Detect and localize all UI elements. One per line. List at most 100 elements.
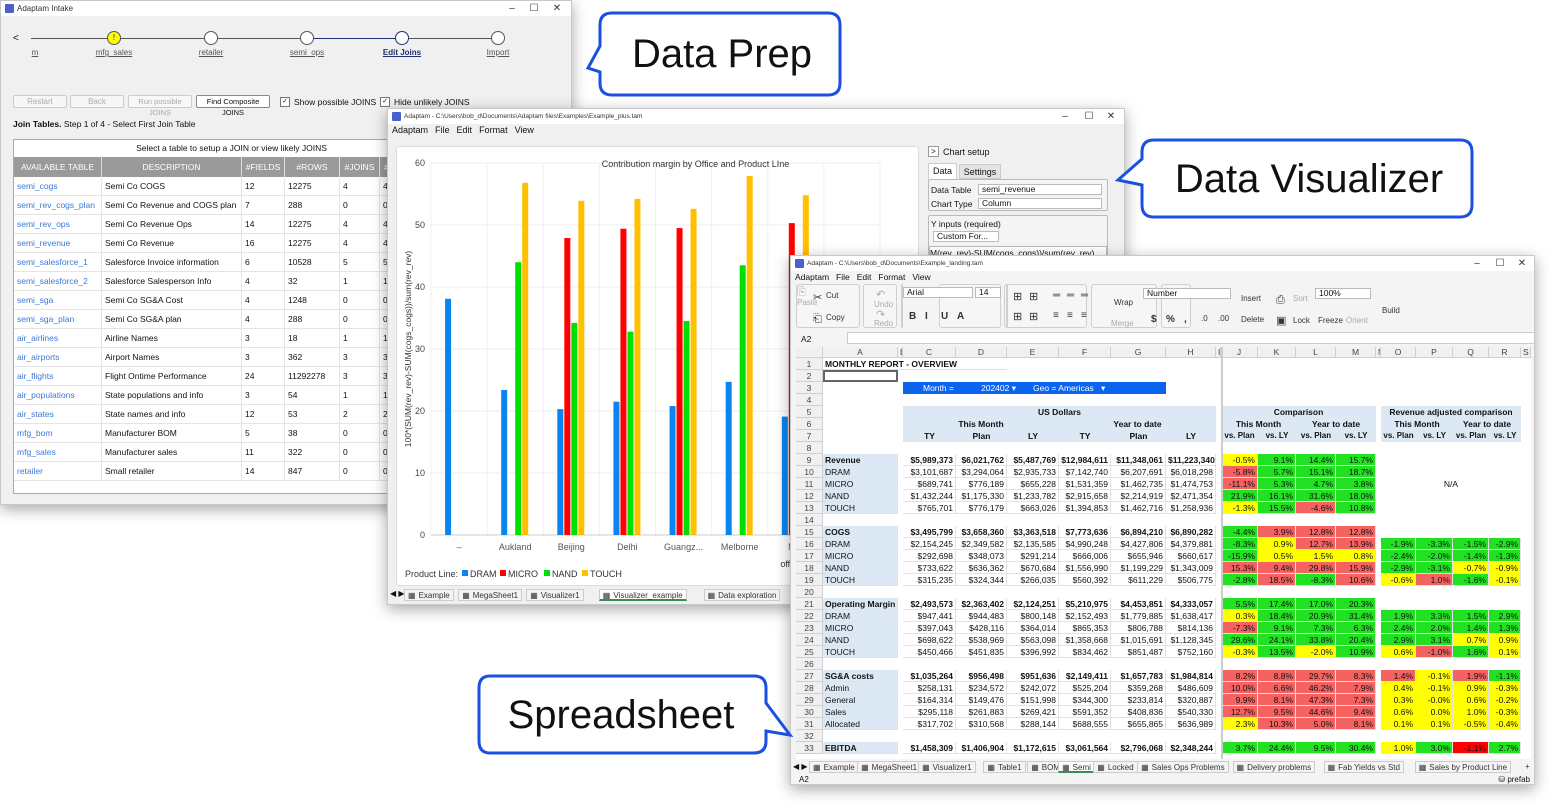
comparison-cell[interactable]: 47.3%	[1296, 694, 1336, 706]
row-header[interactable]: 8	[796, 442, 823, 454]
row-header[interactable]: 31	[796, 718, 823, 730]
comparison-cell[interactable]: 13.5%	[1258, 646, 1296, 658]
print-icon[interactable]: ⎙	[1276, 294, 1285, 306]
comparison-cell[interactable]: 7.9%	[1336, 682, 1376, 694]
adjusted-comparison-cell[interactable]: 3.3%	[1416, 610, 1453, 622]
adjusted-comparison-cell[interactable]: -1.3%	[1489, 550, 1521, 562]
column-subheader[interactable]: vs. LY	[1265, 431, 1289, 440]
value-cell[interactable]: $591,352	[1059, 706, 1111, 718]
number-format-select[interactable]: Number	[1143, 288, 1231, 299]
menu-edit[interactable]: Edit	[456, 125, 473, 135]
tab-sheet[interactable]: ▦ Data exploration	[703, 589, 781, 601]
adjusted-comparison-cell[interactable]: 0.0%	[1416, 706, 1453, 718]
column-subheader[interactable]: vs. Plan	[1455, 431, 1487, 440]
menu-edit[interactable]: Edit	[856, 272, 872, 282]
row-label[interactable]: MICRO	[823, 478, 898, 490]
table-name-link[interactable]: semi_salesforce_2	[14, 272, 102, 291]
comparison-cell[interactable]: 12.7%	[1296, 538, 1336, 550]
row-label[interactable]: NAND	[823, 634, 898, 646]
value-cell[interactable]: $670,684	[1007, 562, 1059, 574]
row-label[interactable]: Revenue	[823, 454, 898, 466]
value-cell[interactable]: $320,887	[1166, 694, 1216, 706]
column-subheader[interactable]: LY	[1027, 431, 1039, 441]
table-name-link[interactable]: semi_rev_ops	[14, 215, 102, 234]
comparison-cell[interactable]: 10.8%	[1336, 502, 1376, 514]
adjusted-comparison-cell[interactable]: -0.3%	[1489, 682, 1521, 694]
adjusted-comparison-cell[interactable]: -1.9%	[1381, 538, 1416, 550]
value-cell[interactable]: $164,314	[903, 694, 956, 706]
column-header[interactable]: #ROWS	[285, 157, 340, 177]
value-cell[interactable]: $266,035	[1007, 574, 1059, 586]
redo-button[interactable]: Redo	[874, 319, 894, 328]
minimize-icon[interactable]: –	[509, 3, 515, 14]
comparison-cell[interactable]: 3.7%	[1221, 742, 1258, 754]
adjusted-comparison-cell[interactable]: 3.1%	[1416, 634, 1453, 646]
value-cell[interactable]: $6,018,298	[1166, 466, 1216, 478]
value-cell[interactable]: $3,658,360	[956, 526, 1007, 538]
value-cell[interactable]: $806,788	[1111, 622, 1166, 634]
value-cell[interactable]: $4,990,248	[1059, 538, 1111, 550]
orient-button[interactable]: Orient	[1346, 316, 1368, 325]
value-cell[interactable]: $698,622	[903, 634, 956, 646]
value-cell[interactable]: $540,330	[1166, 706, 1216, 718]
table-name-link[interactable]: air_airlines	[14, 329, 102, 348]
comparison-cell[interactable]: 15.7%	[1336, 454, 1376, 466]
adjusted-comparison-cell[interactable]: 0.6%	[1381, 646, 1416, 658]
row-label[interactable]: NAND	[823, 562, 898, 574]
column-header[interactable]: S	[1521, 347, 1531, 358]
comparison-cell[interactable]: 8.2%	[1221, 670, 1258, 682]
adjusted-comparison-cell[interactable]: -1.4%	[1453, 550, 1489, 562]
corner-cell[interactable]	[796, 347, 823, 358]
comparison-cell[interactable]: 5.5%	[1221, 598, 1258, 610]
adjusted-comparison-cell[interactable]: 0.6%	[1381, 706, 1416, 718]
value-cell[interactable]: $3,495,799	[903, 526, 956, 538]
table-name-link[interactable]: air_populations	[14, 386, 102, 405]
font-color-button[interactable]: A	[957, 311, 965, 322]
adjusted-comparison-cell[interactable]: 2.9%	[1381, 634, 1416, 646]
value-cell[interactable]: $2,796,068	[1111, 742, 1166, 754]
value-cell[interactable]: $947,441	[903, 610, 956, 622]
value-cell[interactable]: $1,128,345	[1166, 634, 1216, 646]
adjusted-comparison-cell[interactable]: -0.1%	[1416, 682, 1453, 694]
value-cell[interactable]: $348,073	[956, 550, 1007, 562]
save-icon[interactable]: ▣	[1276, 315, 1287, 327]
adjusted-comparison-cell[interactable]: -3.3%	[1416, 538, 1453, 550]
row-header[interactable]: 17	[796, 550, 823, 562]
adjusted-comparison-cell[interactable]: 1.0%	[1416, 574, 1453, 586]
value-cell[interactable]: $1,172,615	[1007, 742, 1059, 754]
column-header[interactable]: G	[1111, 347, 1166, 358]
adjusted-comparison-cell[interactable]: 2.4%	[1381, 622, 1416, 634]
comparison-cell[interactable]: 29.6%	[1221, 634, 1258, 646]
comparison-cell[interactable]: 15.9%	[1336, 562, 1376, 574]
adjusted-comparison-cell[interactable]: -2.0%	[1416, 550, 1453, 562]
value-cell[interactable]: $3,101,687	[903, 466, 956, 478]
cell-reference[interactable]: A2	[801, 334, 812, 344]
column-header[interactable]: M	[1336, 347, 1376, 358]
comparison-cell[interactable]: 0.8%	[1336, 550, 1376, 562]
adjusted-comparison-cell[interactable]: -2.9%	[1381, 562, 1416, 574]
column-header[interactable]: N	[1376, 347, 1381, 358]
column-header[interactable]: K	[1258, 347, 1296, 358]
comparison-cell[interactable]: 18.4%	[1258, 610, 1296, 622]
comparison-cell[interactable]: -0.3%	[1221, 646, 1258, 658]
column-header[interactable]: H	[1166, 347, 1216, 358]
adjusted-comparison-cell[interactable]: 1.6%	[1453, 646, 1489, 658]
comparison-cell[interactable]: 20.3%	[1336, 598, 1376, 610]
column-header[interactable]: J	[1221, 347, 1258, 358]
tab-sheet[interactable]: ▦ Fab Yields vs Std	[1323, 761, 1404, 773]
header-revenue-adjusted[interactable]: Revenue adjusted comparison	[1389, 407, 1513, 417]
header-band[interactable]	[1381, 430, 1521, 442]
step-link[interactable]: semi_ops	[289, 48, 325, 57]
row-header[interactable]: 22	[796, 610, 823, 622]
value-cell[interactable]: $344,300	[1059, 694, 1111, 706]
table-name-link[interactable]: semi_sga_plan	[14, 310, 102, 329]
adjusted-comparison-cell[interactable]: -1.6%	[1453, 574, 1489, 586]
row-label[interactable]: MICRO	[823, 622, 898, 634]
menu-view[interactable]: View	[912, 272, 931, 282]
value-cell[interactable]: $1,462,735	[1111, 478, 1166, 490]
value-cell[interactable]: $506,775	[1166, 574, 1216, 586]
row-header[interactable]: 6	[796, 418, 823, 430]
value-cell[interactable]: $560,392	[1059, 574, 1111, 586]
adjusted-comparison-cell[interactable]: 3.0%	[1416, 742, 1453, 754]
dollar-button[interactable]: $	[1151, 314, 1157, 325]
